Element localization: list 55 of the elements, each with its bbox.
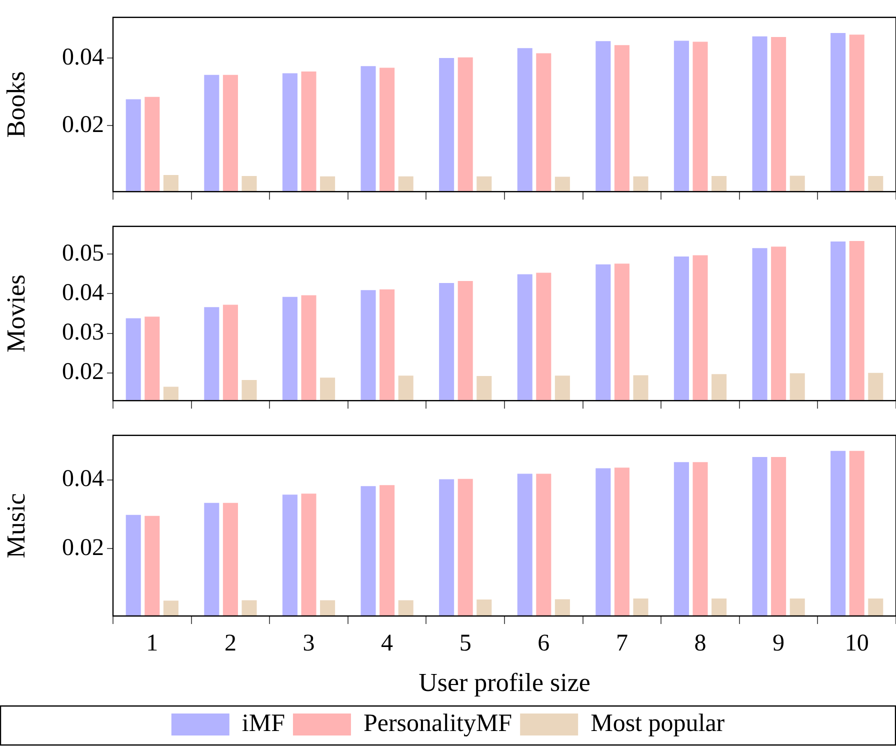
bar <box>830 450 846 616</box>
bar <box>790 598 805 616</box>
bar <box>242 600 257 616</box>
y-tick-label: 0.02 <box>62 112 104 138</box>
x-tick-label: 2 <box>224 630 236 657</box>
bar <box>204 502 220 616</box>
y-axis-title: Movies <box>1 274 30 352</box>
bar <box>692 462 708 616</box>
y-tick-label: 0.03 <box>62 320 104 346</box>
bar <box>320 600 336 616</box>
bar <box>439 479 454 616</box>
x-tick-label: 8 <box>694 630 706 657</box>
bar <box>163 600 178 616</box>
bar <box>536 474 552 616</box>
bar <box>476 600 492 616</box>
bar <box>674 462 689 616</box>
y-tick-label: 0.05 <box>62 240 104 266</box>
bar <box>712 598 727 616</box>
y-tick-label: 0.02 <box>62 534 104 561</box>
legend-label: PersonalityMF <box>363 710 512 738</box>
bar <box>222 502 238 616</box>
bar <box>380 485 395 616</box>
bar <box>398 600 414 616</box>
bar <box>752 456 768 616</box>
bar <box>360 486 376 616</box>
x-tick-label: 6 <box>538 630 550 657</box>
bar <box>633 598 648 616</box>
x-tick-label: 5 <box>459 630 472 657</box>
y-tick-label: 0.02 <box>62 359 104 386</box>
y-tick-label: 0.04 <box>62 466 104 492</box>
x-tick-label: 9 <box>772 630 785 657</box>
bar <box>554 599 570 616</box>
bar <box>614 468 630 616</box>
bar <box>126 514 141 616</box>
bar <box>282 494 298 616</box>
bar <box>596 468 611 616</box>
bar <box>517 474 532 616</box>
y-axis-title: Music <box>1 493 30 558</box>
bar <box>301 494 316 616</box>
x-tick-label: 3 <box>302 630 315 657</box>
y-tick-label: 0.04 <box>62 280 104 306</box>
legend-label: iMF <box>242 710 285 738</box>
legend-label: Most popular <box>590 710 726 738</box>
bar <box>849 450 864 616</box>
x-tick-label: 7 <box>616 630 628 657</box>
y-axis-title: Books <box>1 71 30 138</box>
bar <box>144 516 160 616</box>
x-tick-label: 4 <box>381 630 394 657</box>
bar <box>458 478 473 616</box>
y-tick-label: 0.04 <box>62 44 104 70</box>
bar <box>868 598 884 616</box>
bar <box>771 456 786 616</box>
x-tick-label: 10 <box>844 630 869 657</box>
x-tick-label: 1 <box>146 630 158 657</box>
x-axis-title: User profile size <box>418 668 590 698</box>
